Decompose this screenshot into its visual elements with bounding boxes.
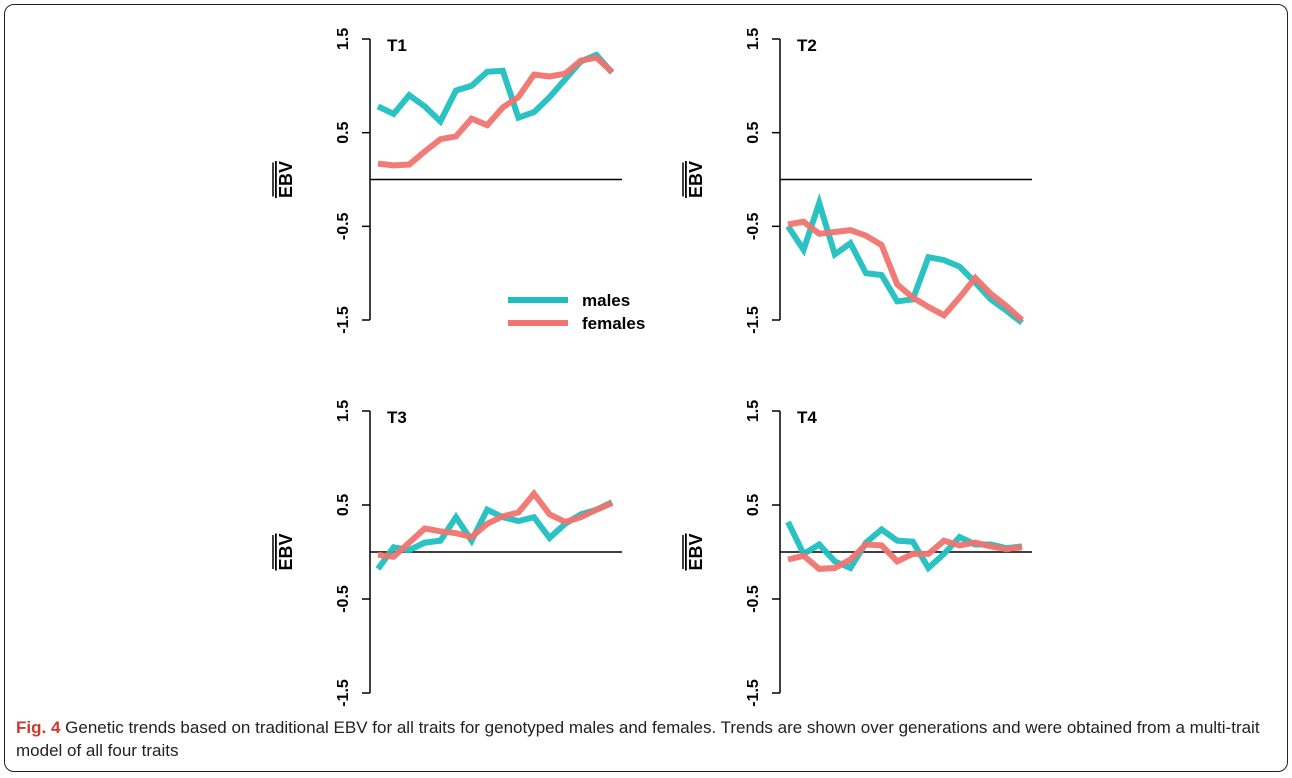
legend-label-females: females — [582, 314, 645, 333]
caption-text: Genetic trends based on traditional EBV … — [16, 718, 1260, 760]
y-tick-label: -0.5 — [745, 585, 762, 613]
y-tick-label: -1.5 — [745, 679, 762, 707]
series-line-females — [377, 488, 614, 560]
figure-frame — [4, 4, 1288, 772]
y-tick-label: -1.5 — [335, 306, 352, 334]
y-tick-label: -0.5 — [745, 212, 762, 240]
y-tick-label: 1.5 — [745, 400, 762, 422]
y-axis-label: EBV — [276, 533, 296, 570]
y-tick-label: 0.5 — [335, 494, 352, 516]
y-axis-label: EBV — [686, 161, 706, 198]
panel-title: T3 — [387, 408, 407, 427]
y-tick-label: 1.5 — [745, 28, 762, 50]
y-tick-label: 0.5 — [745, 494, 762, 516]
figure-label: Fig. 4 — [16, 718, 61, 737]
figure-caption: Fig. 4 Genetic trends based on tradition… — [16, 716, 1276, 762]
y-tick-label: -1.5 — [745, 306, 762, 334]
y-tick-label: 0.5 — [335, 121, 352, 143]
panel-t1: -1.5 -0.5 0.5 1.5 EBV T1 — [272, 28, 622, 334]
series-line-females — [787, 537, 1023, 572]
panel-title: T4 — [797, 408, 817, 427]
series-line-females — [787, 218, 1025, 323]
y-tick-label: 1.5 — [335, 400, 352, 422]
series-line-males — [785, 192, 1024, 326]
y-tick-label: -1.5 — [335, 679, 352, 707]
y-axis-label: EBV — [686, 533, 706, 570]
legend-label-males: males — [582, 291, 630, 310]
panel-title: T1 — [387, 36, 407, 55]
panel-t2: -1.5 -0.5 0.5 1.5 EBV T2 — [682, 28, 1032, 334]
panel-t4: -1.5 -0.5 0.5 1.5 EBV T4 — [682, 400, 1032, 707]
panel-t3: -1.5 -0.5 0.5 1.5 EBV T3 — [272, 400, 622, 707]
y-tick-label: 0.5 — [745, 121, 762, 143]
y-tick-label: -0.5 — [335, 585, 352, 613]
y-tick-label: -0.5 — [335, 212, 352, 240]
series-line-females — [377, 54, 615, 169]
panel-title: T2 — [797, 36, 817, 55]
y-axis-label: EBV — [276, 161, 296, 198]
legend: males females — [508, 291, 645, 333]
y-tick-label: 1.5 — [335, 28, 352, 50]
